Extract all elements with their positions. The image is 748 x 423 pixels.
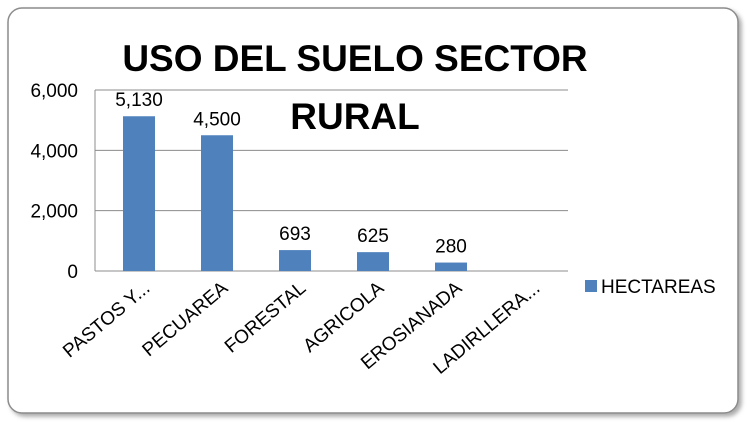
y-tick-label: 6,000 [30, 81, 78, 102]
bar [279, 250, 311, 271]
bar [435, 262, 467, 271]
bar [123, 116, 155, 272]
bar [357, 252, 389, 271]
data-label: 693 [279, 224, 311, 245]
y-tick-label: 4,000 [30, 141, 78, 162]
chart-title: USO DEL SUELO SECTOR RURAL [122, 38, 588, 137]
data-label: 625 [357, 226, 389, 247]
data-label: 280 [435, 237, 467, 258]
y-tick-label: 0 [67, 262, 78, 283]
data-label: 5,130 [115, 90, 163, 111]
data-label: 4,500 [193, 109, 241, 130]
bar [201, 135, 233, 271]
y-tick-label: 2,000 [30, 202, 78, 223]
legend-swatch [585, 280, 597, 292]
legend-label: HECTAREAS [601, 277, 716, 298]
